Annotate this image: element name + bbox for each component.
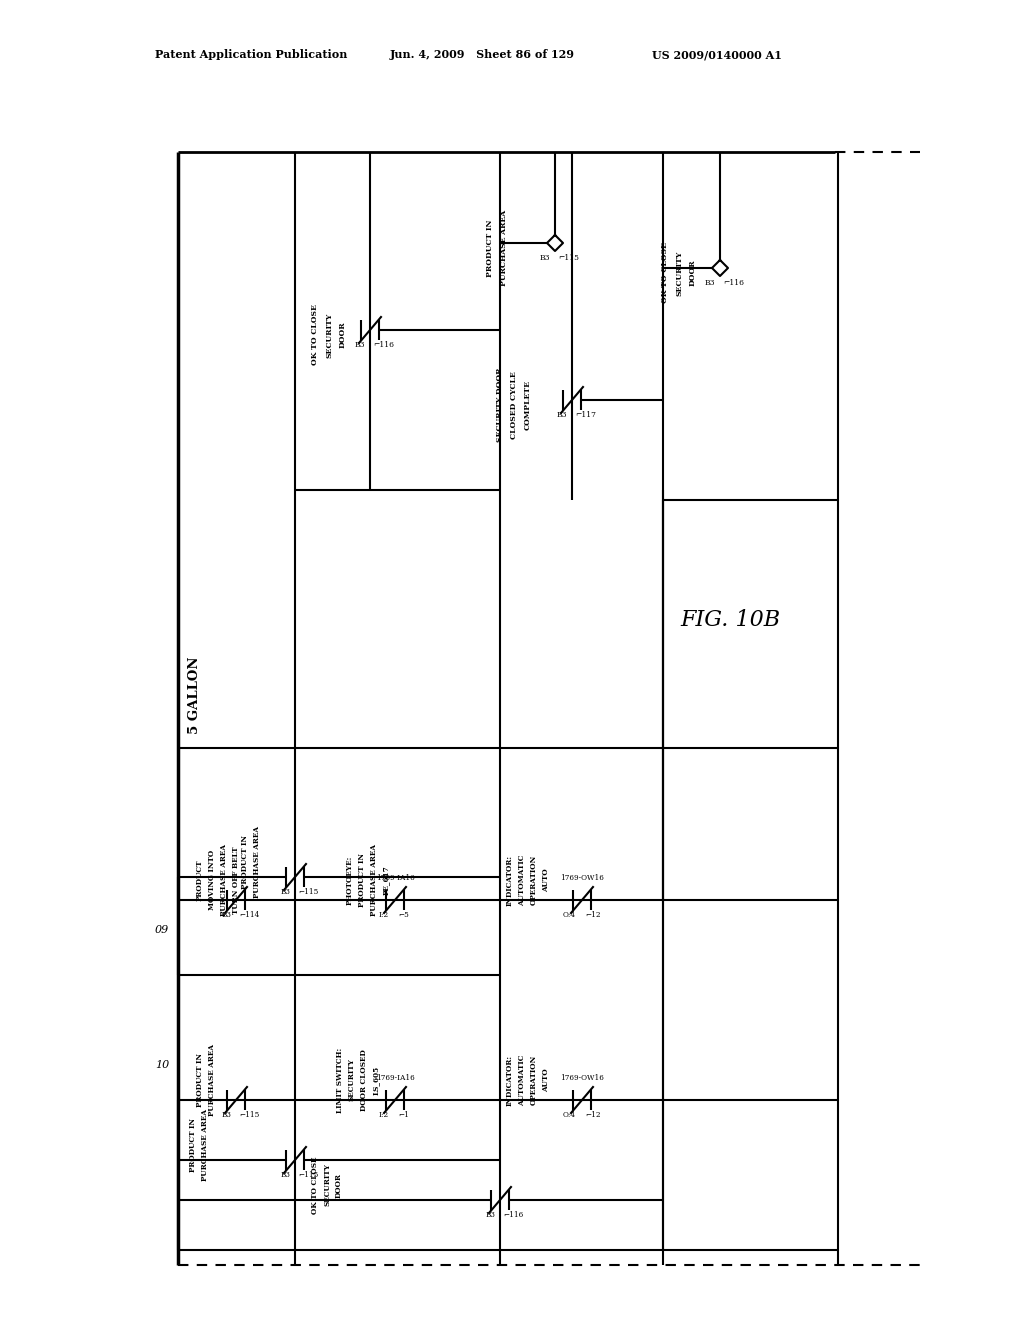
Text: AUTO: AUTO bbox=[542, 1068, 550, 1092]
Text: SECURITY: SECURITY bbox=[325, 313, 333, 358]
Text: AUTOMATIC: AUTOMATIC bbox=[518, 854, 526, 906]
Text: ⌐116: ⌐116 bbox=[373, 341, 394, 348]
Text: O:4: O:4 bbox=[563, 911, 575, 919]
Text: DOOR: DOOR bbox=[339, 322, 347, 348]
Text: ⌐12: ⌐12 bbox=[585, 1111, 600, 1119]
Text: ⌐115: ⌐115 bbox=[558, 253, 579, 261]
Text: LS_605: LS_605 bbox=[372, 1065, 380, 1094]
Text: 09: 09 bbox=[155, 925, 169, 935]
Text: PRODUCT IN: PRODUCT IN bbox=[189, 1118, 197, 1172]
Text: AUTOMATIC: AUTOMATIC bbox=[518, 1055, 526, 1106]
Text: PURCHASE AREA: PURCHASE AREA bbox=[253, 826, 261, 898]
Text: COMPLETE: COMPLETE bbox=[524, 380, 532, 430]
Text: 1769-OW16: 1769-OW16 bbox=[560, 874, 604, 882]
Text: MOVING INTO: MOVING INTO bbox=[208, 850, 216, 909]
Text: B3: B3 bbox=[485, 1210, 495, 1218]
Text: PE_617: PE_617 bbox=[382, 865, 390, 895]
Text: PURCHASE AREA: PURCHASE AREA bbox=[208, 1044, 216, 1115]
Text: ⌐114: ⌐114 bbox=[239, 911, 259, 919]
Text: LIMIT SWITCH:: LIMIT SWITCH: bbox=[336, 1048, 344, 1113]
Text: INDICATOR:: INDICATOR: bbox=[506, 854, 514, 906]
Text: OPERATION: OPERATION bbox=[530, 1055, 538, 1105]
Text: B3: B3 bbox=[281, 1171, 290, 1179]
Text: O:4: O:4 bbox=[563, 1111, 575, 1119]
Text: I:2: I:2 bbox=[379, 911, 389, 919]
Text: 1769-OW16: 1769-OW16 bbox=[560, 1074, 604, 1082]
Text: US 2009/0140000 A1: US 2009/0140000 A1 bbox=[652, 49, 782, 61]
Text: SECURITY: SECURITY bbox=[348, 1059, 356, 1101]
Text: OK TO CLOSE: OK TO CLOSE bbox=[311, 305, 319, 366]
Text: PRODUCT IN: PRODUCT IN bbox=[196, 1053, 204, 1107]
Text: I:2: I:2 bbox=[379, 1111, 389, 1119]
Text: ⌐115: ⌐115 bbox=[239, 1111, 259, 1119]
Text: PRODUCT: PRODUCT bbox=[196, 859, 204, 900]
Text: ⌐116: ⌐116 bbox=[723, 279, 744, 286]
Text: PHOTOEYE:: PHOTOEYE: bbox=[346, 855, 354, 904]
Text: ⌐5: ⌐5 bbox=[398, 911, 409, 919]
Text: PURCHASE AREA: PURCHASE AREA bbox=[370, 843, 378, 916]
Text: PURCHASE AREA: PURCHASE AREA bbox=[201, 1109, 209, 1181]
Text: DOOR CLOSED: DOOR CLOSED bbox=[360, 1049, 368, 1111]
Text: SECURITY: SECURITY bbox=[323, 1163, 331, 1206]
Text: Patent Application Publication: Patent Application Publication bbox=[155, 49, 347, 61]
Text: ⌐115: ⌐115 bbox=[298, 1171, 318, 1179]
Text: 1769-IA16: 1769-IA16 bbox=[376, 1074, 415, 1082]
Text: OK TO CLOSE: OK TO CLOSE bbox=[662, 243, 669, 304]
Text: Jun. 4, 2009   Sheet 86 of 129: Jun. 4, 2009 Sheet 86 of 129 bbox=[390, 49, 575, 61]
Text: OK TO CLOSE: OK TO CLOSE bbox=[311, 1156, 319, 1214]
Text: PURCHASE AREA: PURCHASE AREA bbox=[500, 210, 508, 286]
Text: ⌐12: ⌐12 bbox=[585, 911, 600, 919]
Text: PRODUCT IN: PRODUCT IN bbox=[486, 219, 494, 277]
Text: ⌐117: ⌐117 bbox=[575, 411, 596, 418]
Text: AUTO: AUTO bbox=[542, 869, 550, 892]
Text: ⌐116: ⌐116 bbox=[503, 1210, 523, 1218]
Text: INDICATOR:: INDICATOR: bbox=[506, 1055, 514, 1106]
Text: 10: 10 bbox=[155, 1060, 169, 1071]
Text: 5 GALLON: 5 GALLON bbox=[188, 656, 202, 734]
Text: OPERATION: OPERATION bbox=[530, 855, 538, 906]
Text: CLOSED CYCLE: CLOSED CYCLE bbox=[510, 371, 518, 438]
Text: B3: B3 bbox=[556, 411, 567, 418]
Text: PRODUCT IN: PRODUCT IN bbox=[358, 853, 366, 907]
Text: FIG. 10B: FIG. 10B bbox=[680, 609, 780, 631]
Text: SECURITY DOOR: SECURITY DOOR bbox=[496, 368, 504, 442]
Text: SECURITY: SECURITY bbox=[675, 251, 683, 296]
Text: B3: B3 bbox=[221, 1111, 231, 1119]
Text: TURN OFF BELT: TURN OFF BELT bbox=[232, 846, 240, 913]
Text: DOOR: DOOR bbox=[335, 1172, 343, 1197]
Text: B3: B3 bbox=[705, 279, 715, 286]
Text: B3: B3 bbox=[540, 253, 550, 261]
Text: 1769-IA16: 1769-IA16 bbox=[376, 874, 415, 882]
Text: ⌐115: ⌐115 bbox=[298, 888, 318, 896]
Text: PURCHASE AREA: PURCHASE AREA bbox=[220, 843, 228, 916]
Text: B3: B3 bbox=[281, 888, 290, 896]
Text: ⌐1: ⌐1 bbox=[398, 1111, 409, 1119]
Text: PRODUCT IN: PRODUCT IN bbox=[241, 836, 249, 888]
Text: B3: B3 bbox=[354, 341, 365, 348]
Text: B3: B3 bbox=[221, 911, 231, 919]
Text: DOOR: DOOR bbox=[689, 260, 697, 286]
